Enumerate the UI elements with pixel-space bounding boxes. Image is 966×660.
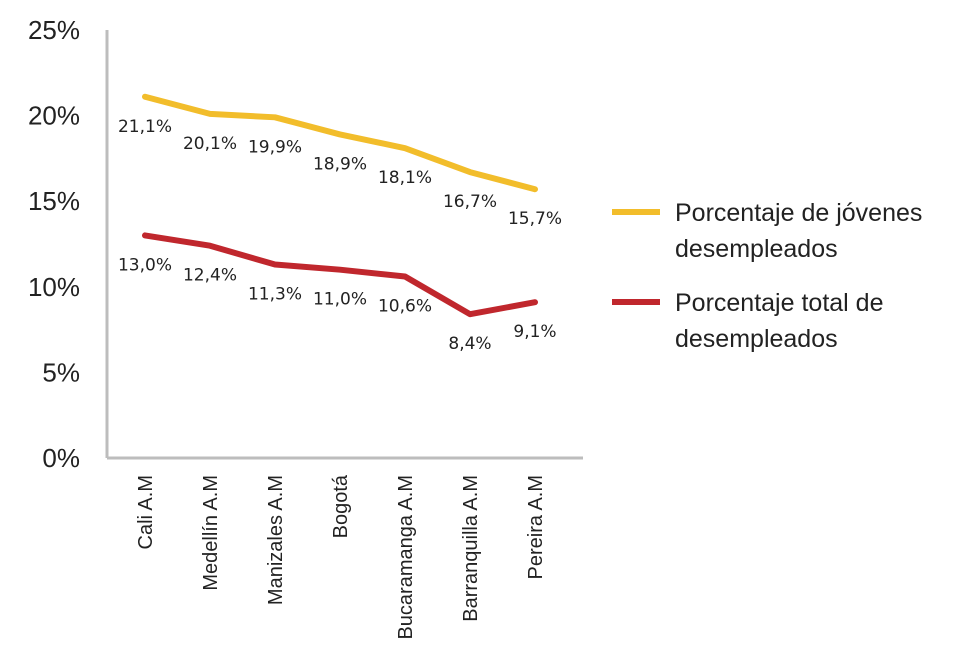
legend-label: desempleados	[675, 325, 838, 353]
data-label: 11,0%	[313, 290, 367, 310]
y-tick-labels: 0% 5% 10% 15% 20% 25%	[28, 15, 80, 473]
x-tick-label: Cali A.M	[135, 475, 157, 549]
x-tick-label: Bucaramanga A.M	[395, 475, 417, 640]
y-tick-label: 15%	[28, 186, 80, 216]
series-group: 21,1% 20,1% 19,9% 18,9% 18,1% 16,7% 15,7% 13,0%…	[118, 93, 562, 354]
y-tick-label: 5%	[42, 357, 80, 387]
data-label: 20,1%	[183, 134, 237, 154]
data-label: 11,3%	[248, 285, 302, 305]
legend-label: desempleados	[675, 235, 838, 263]
legend-label: Porcentaje de jóvenes	[675, 199, 922, 227]
y-tick-label: 25%	[28, 15, 80, 45]
data-label: 9,1%	[513, 322, 556, 342]
y-tick-label: 0%	[42, 443, 80, 473]
series-line	[142, 232, 538, 318]
x-tick-label: Pereira A.M	[525, 475, 547, 579]
x-tick-label: Barranquilla A.M	[460, 475, 482, 622]
data-label: 18,1%	[378, 168, 432, 188]
data-label: 13,0%	[118, 255, 172, 275]
series-line	[142, 93, 538, 193]
y-tick-label: 20%	[28, 101, 80, 131]
legend: Porcentaje de jóvenes desempleados Porcent…	[612, 199, 922, 353]
data-label: 10,6%	[378, 297, 432, 317]
data-label: 19,9%	[248, 137, 302, 157]
x-tick-label: Bogotá	[330, 474, 352, 538]
x-tick-label: Manizales A.M	[265, 475, 287, 605]
y-tick-label: 10%	[28, 272, 80, 302]
data-label: 8,4%	[448, 334, 491, 354]
data-label: 16,7%	[443, 192, 497, 212]
data-label: 21,1%	[118, 117, 172, 137]
x-tick-labels: Cali A.M Medellín A.M Manizales A.M Bogotá B…	[135, 474, 547, 639]
data-label: 18,9%	[313, 154, 367, 174]
data-label: 15,7%	[508, 209, 562, 229]
data-label: 12,4%	[183, 266, 237, 286]
legend-label: Porcentaje total de	[675, 289, 883, 317]
x-tick-label: Medellín A.M	[200, 475, 222, 591]
